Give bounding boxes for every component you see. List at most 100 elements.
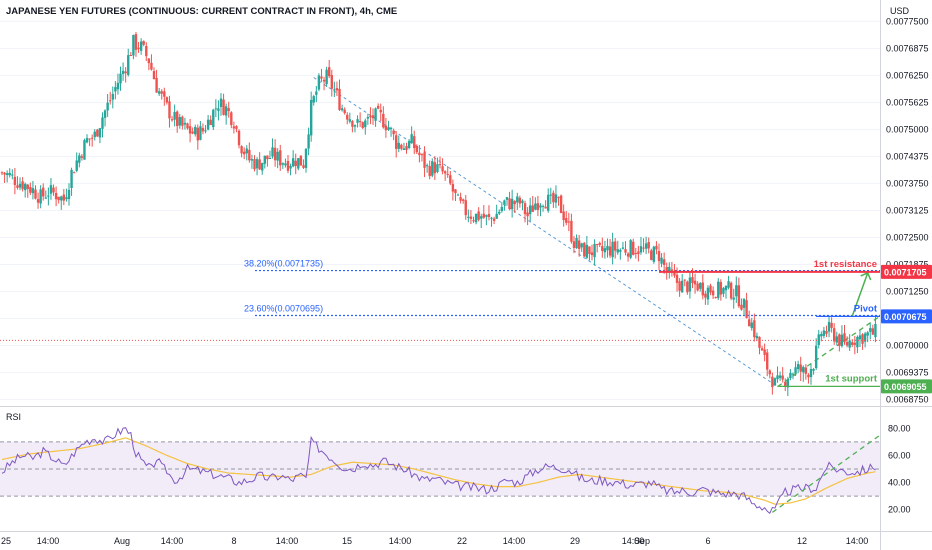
candle-body — [268, 157, 272, 159]
candle-body — [297, 158, 300, 169]
candle-body — [176, 111, 179, 127]
candle-body — [387, 127, 390, 131]
fibonacci-levels[interactable]: 38.20%(0.0071735) 23.60%(0.0070695) — [244, 259, 880, 317]
candle-body — [552, 192, 555, 203]
candle-body — [456, 194, 460, 196]
candle-body — [5, 173, 9, 176]
price-axis[interactable]: 0.0077500 0.0076875 0.0076250 0.0075625 0.00… — [886, 16, 929, 404]
rsi-pane[interactable]: RSI — [0, 412, 881, 515]
candle-body — [353, 125, 357, 127]
candle-body — [614, 241, 617, 251]
time-tick-label: 14:00 — [846, 536, 869, 546]
candle-body — [312, 96, 315, 103]
time-tick-label: 25 — [1, 536, 11, 546]
candle-body — [170, 119, 174, 121]
candle-body — [410, 134, 413, 144]
candle-body — [480, 216, 483, 219]
arrow-head-icon — [860, 271, 872, 281]
candle-body — [714, 296, 717, 299]
candle-body — [392, 130, 395, 135]
candle-body — [423, 152, 426, 168]
candle-body — [598, 242, 601, 245]
level-name-1st-resistance: 1st resistance — [814, 259, 877, 270]
candle-body — [701, 282, 704, 296]
candle-body — [680, 280, 684, 293]
candle-body — [428, 166, 431, 177]
candle-body — [356, 119, 359, 123]
candle-body — [498, 211, 501, 214]
candle-body — [729, 282, 733, 299]
candle-body — [719, 282, 723, 295]
candle-body — [443, 171, 447, 174]
candle-body — [425, 165, 429, 167]
candle-body — [655, 245, 658, 250]
candle-body — [224, 106, 228, 116]
candle-body — [271, 147, 274, 157]
candle-body — [500, 207, 504, 212]
candle-body — [382, 113, 385, 128]
candle-body — [255, 159, 259, 169]
candle-body — [750, 322, 753, 329]
rsi-tick-label: 40.00 — [888, 478, 911, 488]
key-levels[interactable]: 1st resistance Pivot 1st support — [0, 259, 880, 388]
candle-body — [547, 194, 550, 211]
candle-body — [155, 77, 158, 93]
price-tick-label: 0.0070000 — [886, 341, 929, 351]
candle-body — [616, 249, 619, 253]
candle-body — [477, 211, 480, 220]
candle-body — [209, 119, 212, 126]
candle-body — [848, 340, 851, 348]
candle-body — [42, 187, 45, 197]
candle-body — [397, 142, 400, 149]
candle-body — [711, 290, 715, 296]
candle-body — [838, 334, 841, 346]
time-tick-label: 14:00 — [161, 536, 184, 546]
candle-body — [577, 240, 581, 249]
candle-body — [240, 146, 243, 154]
rsi-axis[interactable]: 80.00 60.00 40.00 20.00 — [888, 423, 911, 514]
candle-body — [817, 334, 820, 345]
rsi-trendline[interactable] — [771, 434, 881, 513]
candle-body — [686, 281, 689, 293]
candle-body — [699, 283, 702, 289]
candle-body — [433, 162, 437, 174]
candle-body — [309, 99, 313, 136]
candle-body — [44, 197, 47, 199]
candle-body — [400, 144, 403, 149]
price-tick-label: 0.0072500 — [886, 232, 929, 242]
candle-body — [206, 119, 210, 130]
price-tick-label: 0.0074375 — [886, 151, 929, 161]
candle-body — [827, 321, 831, 332]
price-tick-label: 0.0073125 — [886, 205, 929, 215]
uptrend-line[interactable] — [777, 315, 881, 388]
candle-body — [160, 91, 163, 94]
candle-body — [346, 114, 349, 120]
candle-body — [650, 250, 653, 260]
candle-body — [281, 163, 285, 165]
candle-body — [825, 331, 828, 334]
candle-body — [485, 215, 488, 217]
candle-body — [492, 218, 496, 221]
candle-body — [521, 200, 524, 204]
candle-body — [438, 164, 442, 166]
candle-body — [284, 163, 287, 166]
candle-body — [384, 125, 388, 131]
level-tag-value: 0.0070675 — [884, 312, 927, 322]
price-tick-label: 0.0068750 — [886, 395, 929, 405]
time-axis[interactable]: 25 14:00 Aug 14:00 8 14:00 15 14:00 22 14:00 29 14:… — [1, 536, 868, 546]
candle-body — [72, 172, 76, 174]
candle-body — [459, 197, 462, 201]
candle-body — [340, 108, 344, 111]
level-name-pivot: Pivot — [854, 303, 878, 314]
candle-body — [505, 197, 509, 200]
candle-body — [36, 199, 40, 203]
candle-body — [626, 253, 630, 257]
candle-body — [132, 34, 135, 56]
candle-body — [554, 194, 558, 203]
candle-body — [222, 99, 225, 115]
candle-body — [420, 154, 424, 156]
candle-body — [299, 155, 303, 166]
candle-body — [472, 220, 475, 222]
candle-body — [199, 126, 202, 140]
